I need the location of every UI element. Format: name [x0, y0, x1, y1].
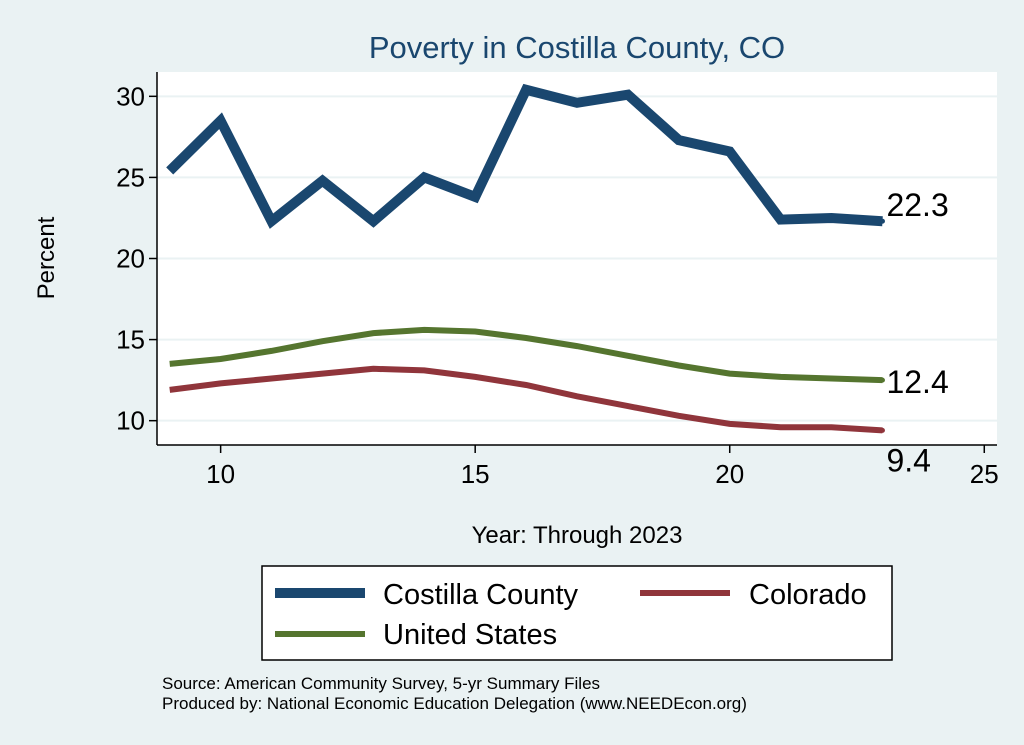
series-line-costilla: [166, 83, 883, 229]
producer-note: Produced by: National Economic Education…: [162, 694, 747, 713]
x-tick-label-10: 10: [206, 459, 235, 489]
series-lines: [166, 83, 885, 434]
y-axis-title: Percent: [33, 216, 60, 299]
series-end-point-costilla: [879, 218, 885, 224]
y-tick-label-10: 10: [116, 406, 145, 436]
series-end-point-colorado: [879, 427, 885, 433]
legend-box: [261, 565, 893, 661]
y-tick-label-20: 20: [116, 244, 145, 274]
x-tick-label-15: 15: [461, 459, 490, 489]
y-tick-label-30: 30: [116, 81, 145, 111]
end-label-colorado: 9.4: [886, 442, 930, 478]
chart-title: Poverty in Costilla County, CO: [369, 30, 785, 65]
source-note: Source: American Community Survey, 5-yr …: [162, 674, 600, 693]
end-label-costilla: 22.3: [886, 187, 948, 223]
x-tick-label-20: 20: [715, 459, 744, 489]
legend: Costilla County Colorado United States: [261, 565, 893, 661]
x-tick-label-25: 25: [970, 459, 999, 489]
series-line-colorado: [169, 365, 883, 434]
end-labels: 22.3 9.4 12.4: [886, 187, 948, 478]
legend-label-united-states: United States: [383, 619, 557, 651]
y-tick-label-25: 25: [116, 162, 145, 192]
end-label-united-states: 12.4: [886, 364, 948, 400]
x-axis-title: Year: Through 2023: [472, 522, 683, 549]
series-end-point-united-states: [879, 377, 885, 383]
legend-label-colorado: Colorado: [749, 579, 867, 611]
gridlines: [157, 95, 997, 422]
y-tick-label-15: 15: [116, 325, 145, 355]
y-axis-ticks: 10 15 20 25 30: [116, 81, 157, 436]
series-line-united-states: [169, 326, 883, 384]
x-axis-ticks: 10 15 20 25: [206, 445, 999, 489]
legend-label-costilla: Costilla County: [383, 579, 579, 611]
